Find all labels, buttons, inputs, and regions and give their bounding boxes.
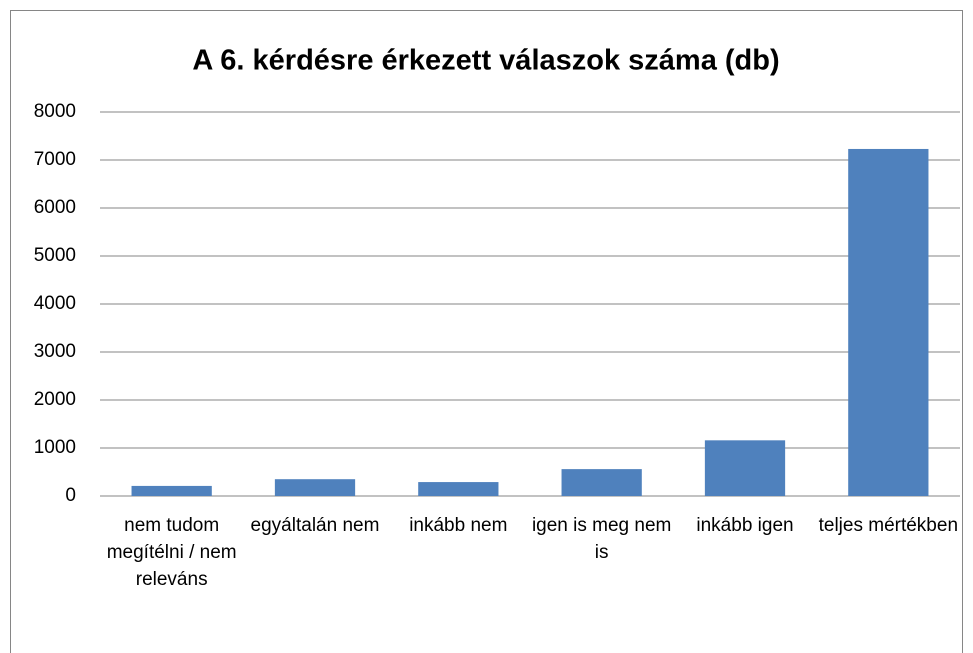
x-tick-label-box: inkább nem (409, 515, 508, 536)
x-tick-label: teljes mértékben (818, 515, 959, 536)
y-tick-label: 2000 (34, 389, 76, 410)
x-tick-label-box: egyáltalán nem (250, 515, 380, 536)
y-tick-label: 4000 (34, 293, 76, 314)
x-tick-label: egyáltalán nem (250, 515, 380, 536)
x-tick-label-box: igen is meg nem is (531, 515, 672, 563)
bar (274, 479, 356, 496)
x-tick-label: inkább nem (409, 515, 508, 536)
x-tick-label-box: nem tudom megítélni / nem releváns (106, 515, 237, 590)
y-tick-label: 0 (65, 485, 76, 506)
y-tick-label: 3000 (34, 341, 76, 362)
x-tick-label: nem tudom megítélni / nem releváns (106, 515, 237, 590)
chart-title: A 6. kérdésre érkezett válaszok száma (d… (192, 45, 779, 77)
y-tick-label: 8000 (34, 101, 76, 122)
y-tick-label: 6000 (34, 197, 76, 218)
bar (561, 469, 642, 496)
y-tick-label: 1000 (34, 437, 76, 458)
bar (131, 485, 212, 496)
y-tick-label: 7000 (34, 149, 76, 170)
x-tick-label: igen is meg nem is (531, 515, 672, 563)
x-tick-label: inkább igen (696, 515, 794, 536)
chart-border (10, 10, 963, 653)
y-tick-label: 5000 (34, 245, 76, 266)
bar (848, 148, 929, 496)
bar (418, 482, 499, 496)
bar (704, 440, 786, 496)
x-tick-label-box: teljes mértékben (818, 515, 959, 536)
x-tick-label-box: inkább igen (696, 515, 794, 536)
